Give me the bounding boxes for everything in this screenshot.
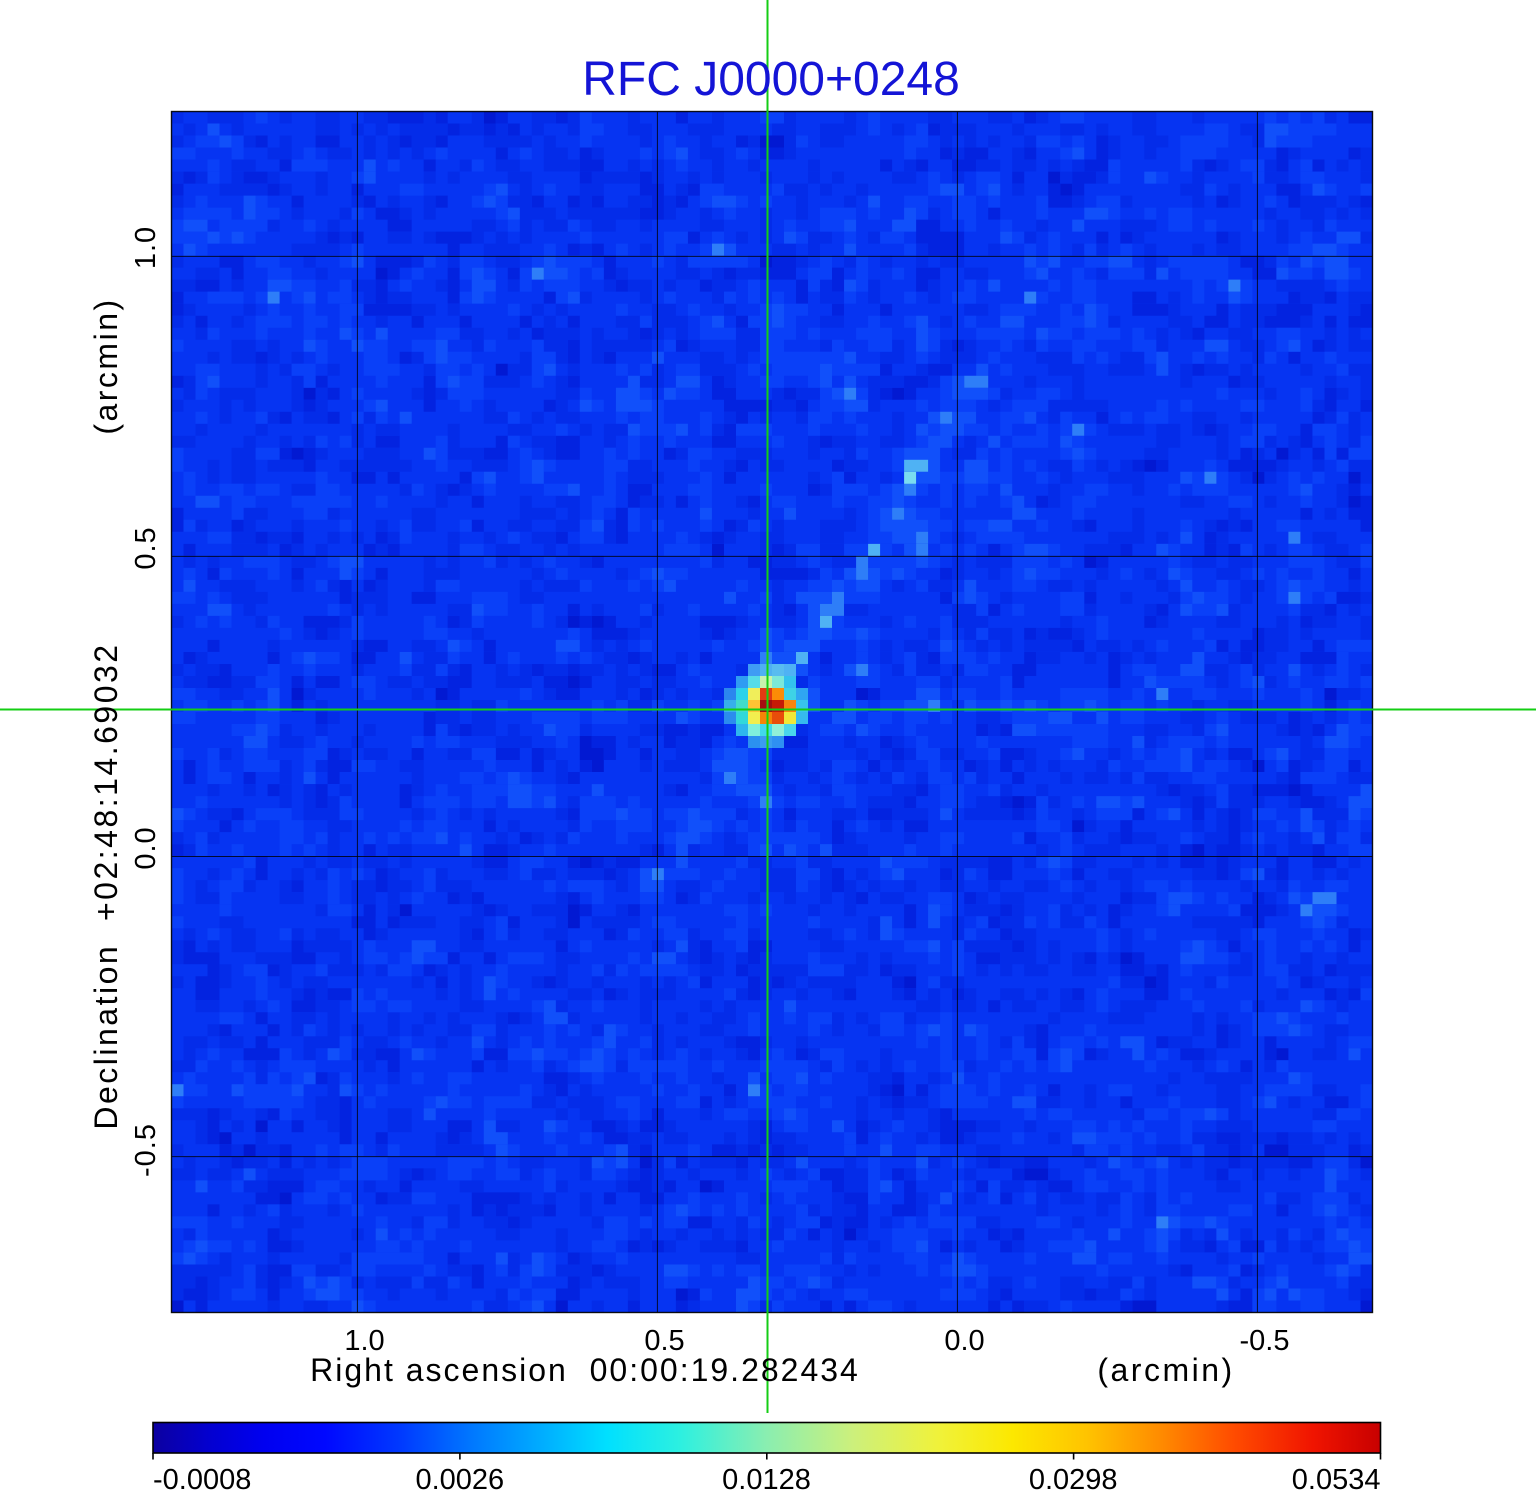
- svg-text:-0.0008: -0.0008: [153, 1464, 251, 1496]
- svg-text:0.0: 0.0: [944, 1325, 984, 1357]
- svg-text:0.0534: 0.0534: [1292, 1464, 1381, 1496]
- svg-text:-0.5: -0.5: [1240, 1325, 1290, 1357]
- svg-text:0.0128: 0.0128: [722, 1464, 811, 1496]
- svg-text:0.5: 0.5: [644, 1325, 684, 1357]
- svg-text:Declination +02:48:14.69032: Declination +02:48:14.69032: [88, 642, 124, 1129]
- svg-text:0.5: 0.5: [130, 526, 162, 569]
- svg-text:1.0: 1.0: [344, 1325, 384, 1357]
- svg-text:Right ascension 00:00:19.2824: Right ascension 00:00:19.282434: [310, 1352, 860, 1388]
- svg-text:0.0298: 0.0298: [1029, 1464, 1118, 1496]
- svg-text:RFC J0000+0248: RFC J0000+0248: [582, 53, 960, 106]
- svg-text:(arcmin): (arcmin): [88, 297, 124, 434]
- svg-text:1.0: 1.0: [130, 226, 162, 269]
- svg-text:0.0: 0.0: [130, 826, 162, 869]
- svg-text:0.0026: 0.0026: [415, 1464, 504, 1496]
- svg-text:(arcmin): (arcmin): [1097, 1352, 1234, 1388]
- svg-text:-0.5: -0.5: [130, 1123, 162, 1177]
